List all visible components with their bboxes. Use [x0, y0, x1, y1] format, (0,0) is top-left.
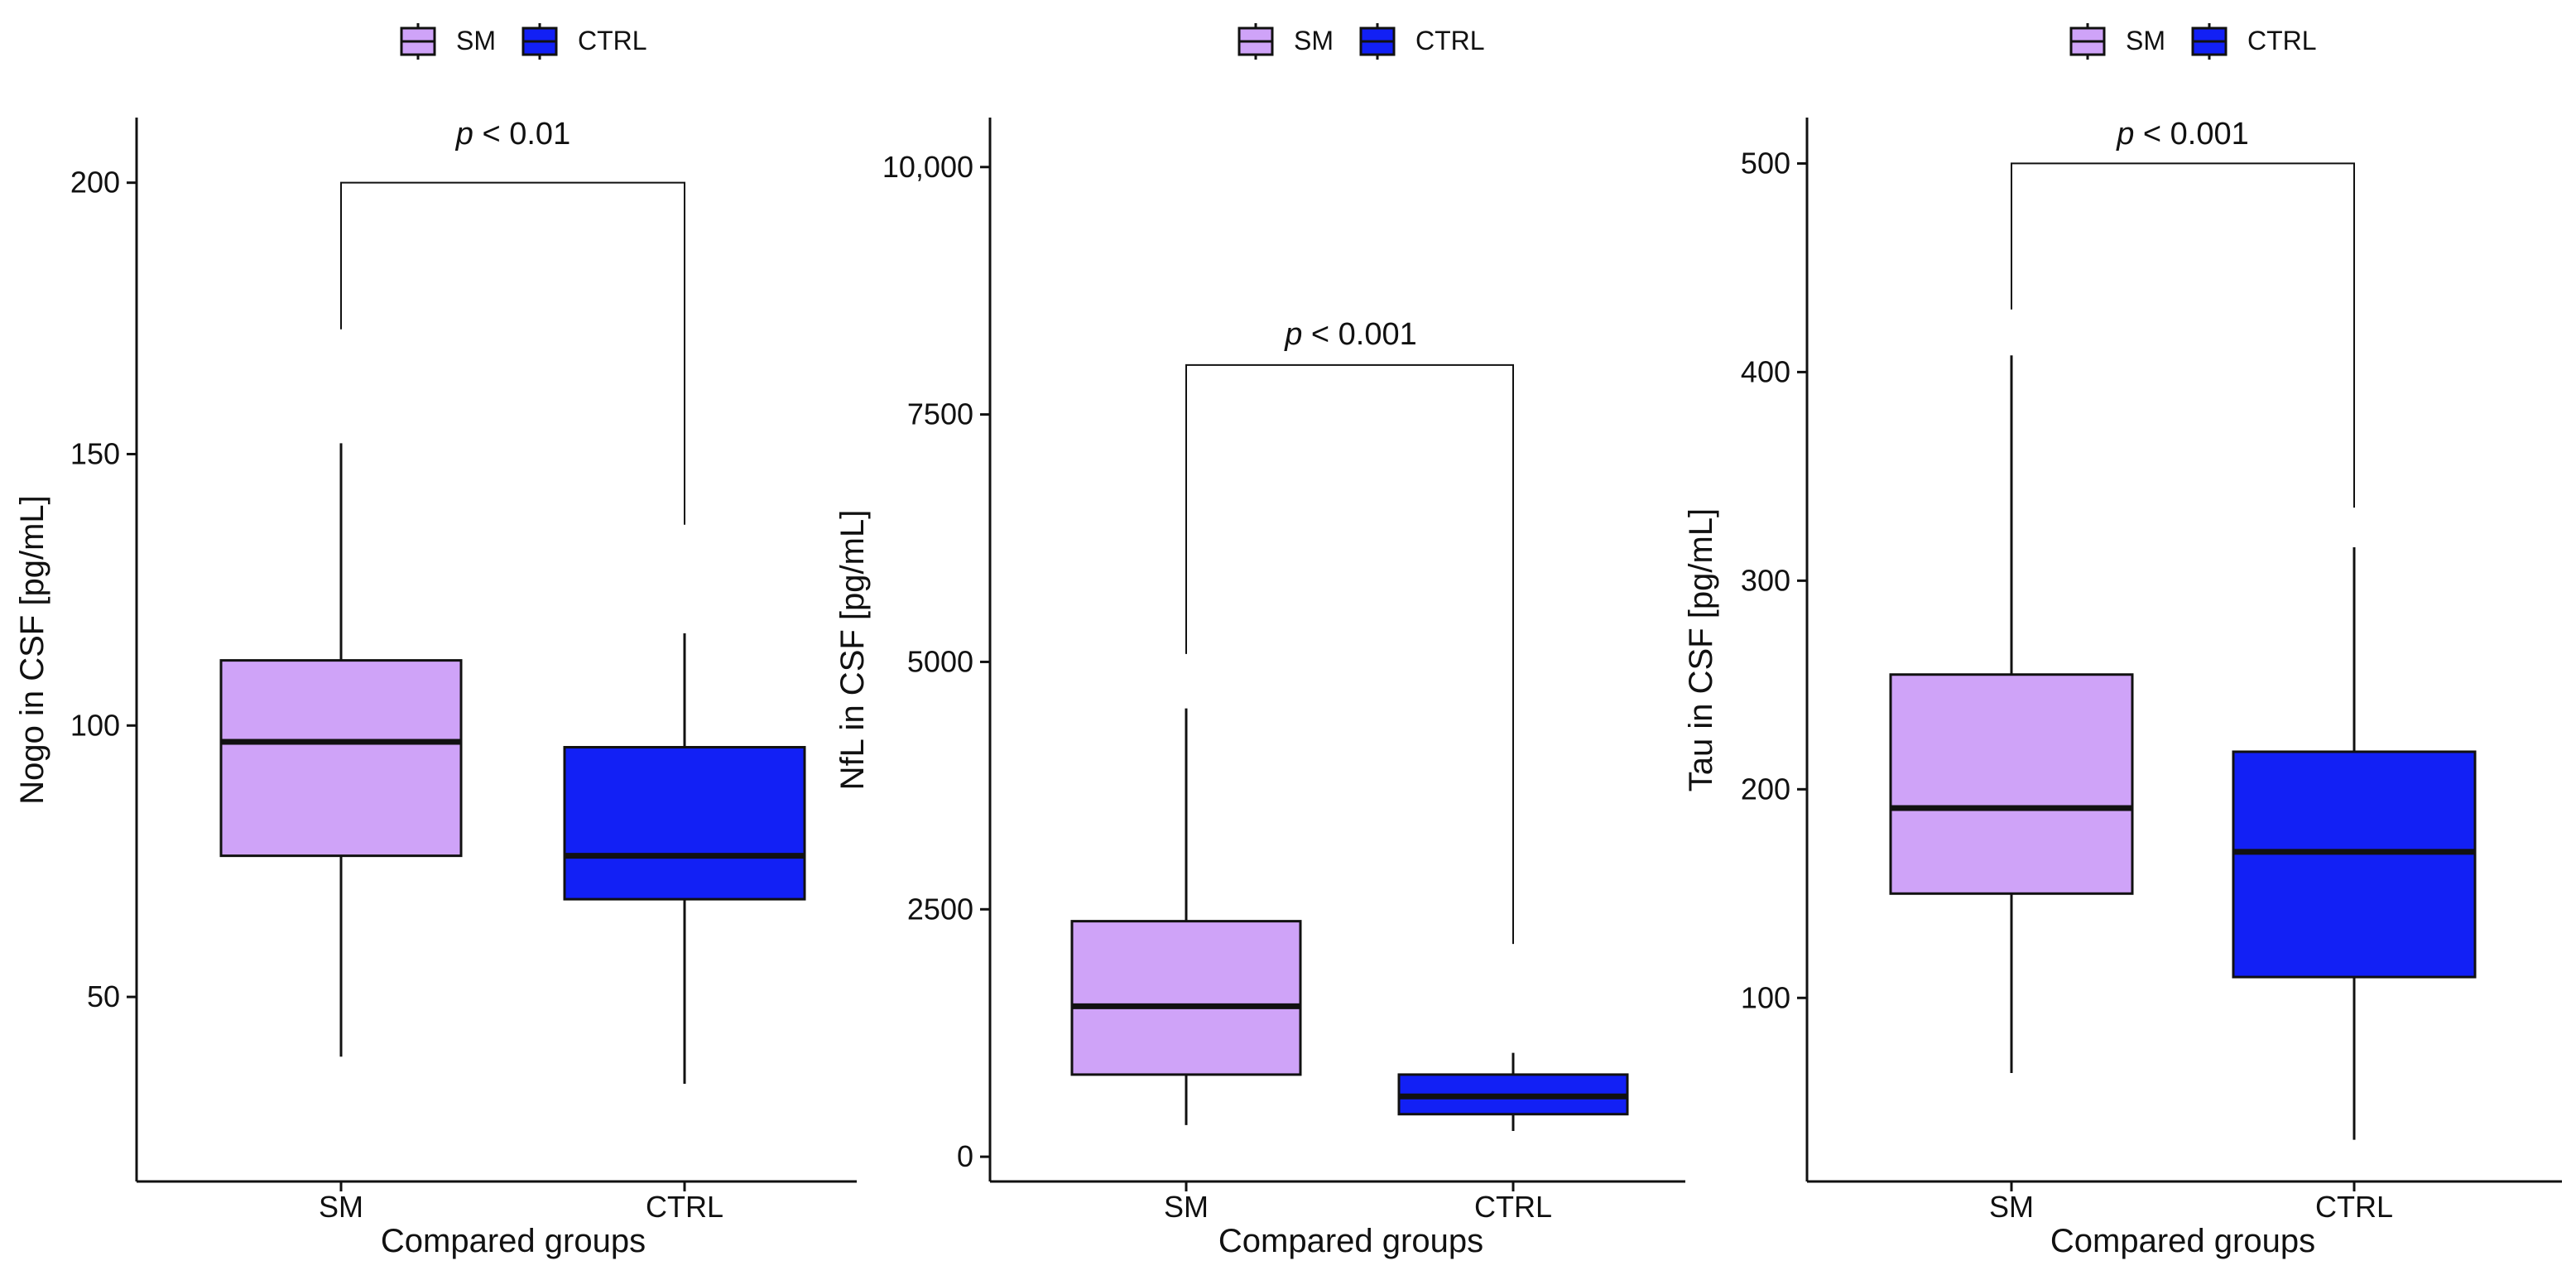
p-value-label: p < 0.001 [2116, 117, 2249, 152]
y-ticks: 50 100 150 200 [70, 166, 137, 1013]
y-ticks: 100 200 300 400 500 [1741, 146, 1807, 1014]
box-ctrl [1397, 1052, 1629, 1132]
y-tick-label: 0 [957, 1139, 973, 1173]
y-tick-label: 10,000 [882, 150, 973, 184]
x-tick-label-sm: SM [1989, 1190, 2034, 1224]
bracket-line [1185, 363, 1514, 945]
y-tick-label: 400 [1741, 354, 1790, 388]
significance-bracket: p < 0.001 [2011, 117, 2355, 508]
y-axis-title: Tau in CSF [pg/mL] [1683, 508, 1719, 792]
legend-label-sm: SM [1294, 26, 1334, 55]
x-axis-title: Compared groups [1218, 1223, 1483, 1259]
box-ctrl [2232, 547, 2477, 1140]
legend: SM CTRL [2069, 23, 2317, 60]
y-tick-label: 300 [1741, 563, 1790, 597]
legend: SM CTRL [400, 23, 647, 60]
y-tick-label: 50 [87, 979, 120, 1013]
significance-bracket: p < 0.001 [1185, 317, 1514, 945]
box-sm [1070, 708, 1302, 1125]
x-tick-label-ctrl: CTRL [646, 1190, 723, 1224]
y-tick-label: 100 [70, 708, 120, 742]
y-tick-label: 200 [70, 166, 120, 200]
x-tick-label-sm: SM [1164, 1190, 1209, 1224]
significance-bracket: p < 0.01 [340, 117, 685, 525]
box-body [219, 659, 463, 858]
x-tick-label-ctrl: CTRL [1474, 1190, 1552, 1224]
box-sm [1889, 355, 2134, 1073]
panel-nogo: SM CTRL 50 100 150 200 SM CTRL Compared … [14, 23, 857, 1259]
y-tick-label: 100 [1741, 980, 1790, 1014]
y-axis-title: Nogo in CSF [pg/mL] [14, 495, 50, 805]
x-ticks: SM CTRL [319, 1181, 723, 1224]
box-ctrl [563, 633, 806, 1084]
x-axis-title: Compared groups [381, 1223, 646, 1259]
box-body [1070, 920, 1302, 1076]
legend-label-sm: SM [456, 26, 496, 55]
y-tick-label: 150 [70, 436, 120, 470]
y-tick-label: 5000 [907, 644, 973, 678]
box-body [1889, 673, 2134, 895]
legend-label-sm: SM [2126, 26, 2165, 55]
x-axis-title: Compared groups [2050, 1223, 2315, 1259]
legend-label-ctrl: CTRL [578, 26, 647, 55]
y-axis-title: NfL in CSF [pg/mL] [834, 510, 871, 791]
legend-label-ctrl: CTRL [1415, 26, 1485, 55]
p-value-label: p < 0.01 [455, 117, 570, 152]
y-ticks: 0 2500 5000 7500 10,000 [882, 150, 990, 1173]
x-ticks: SM CTRL [1989, 1181, 2393, 1224]
legend: SM CTRL [1238, 23, 1485, 60]
legend-label-ctrl: CTRL [2247, 26, 2317, 55]
panel-nfl: SM CTRL 0 2500 5000 7500 10,000 SM CTRL [834, 23, 1685, 1259]
x-tick-label-ctrl: CTRL [2315, 1190, 2393, 1224]
y-tick-label: 7500 [907, 397, 973, 431]
y-tick-label: 500 [1741, 146, 1790, 180]
bracket-line [2011, 162, 2355, 508]
x-tick-label-sm: SM [319, 1190, 363, 1224]
x-ticks: SM CTRL [1164, 1181, 1552, 1224]
y-tick-label: 200 [1741, 772, 1790, 806]
bracket-line [340, 181, 685, 525]
panel-tau: SM CTRL 100 200 300 400 500 SM CTRL Com [1683, 23, 2562, 1259]
p-value-label: p < 0.001 [1284, 317, 1417, 352]
box-body [563, 746, 806, 901]
box-body [2232, 750, 2477, 979]
box-sm [219, 443, 463, 1057]
y-tick-label: 2500 [907, 892, 973, 926]
